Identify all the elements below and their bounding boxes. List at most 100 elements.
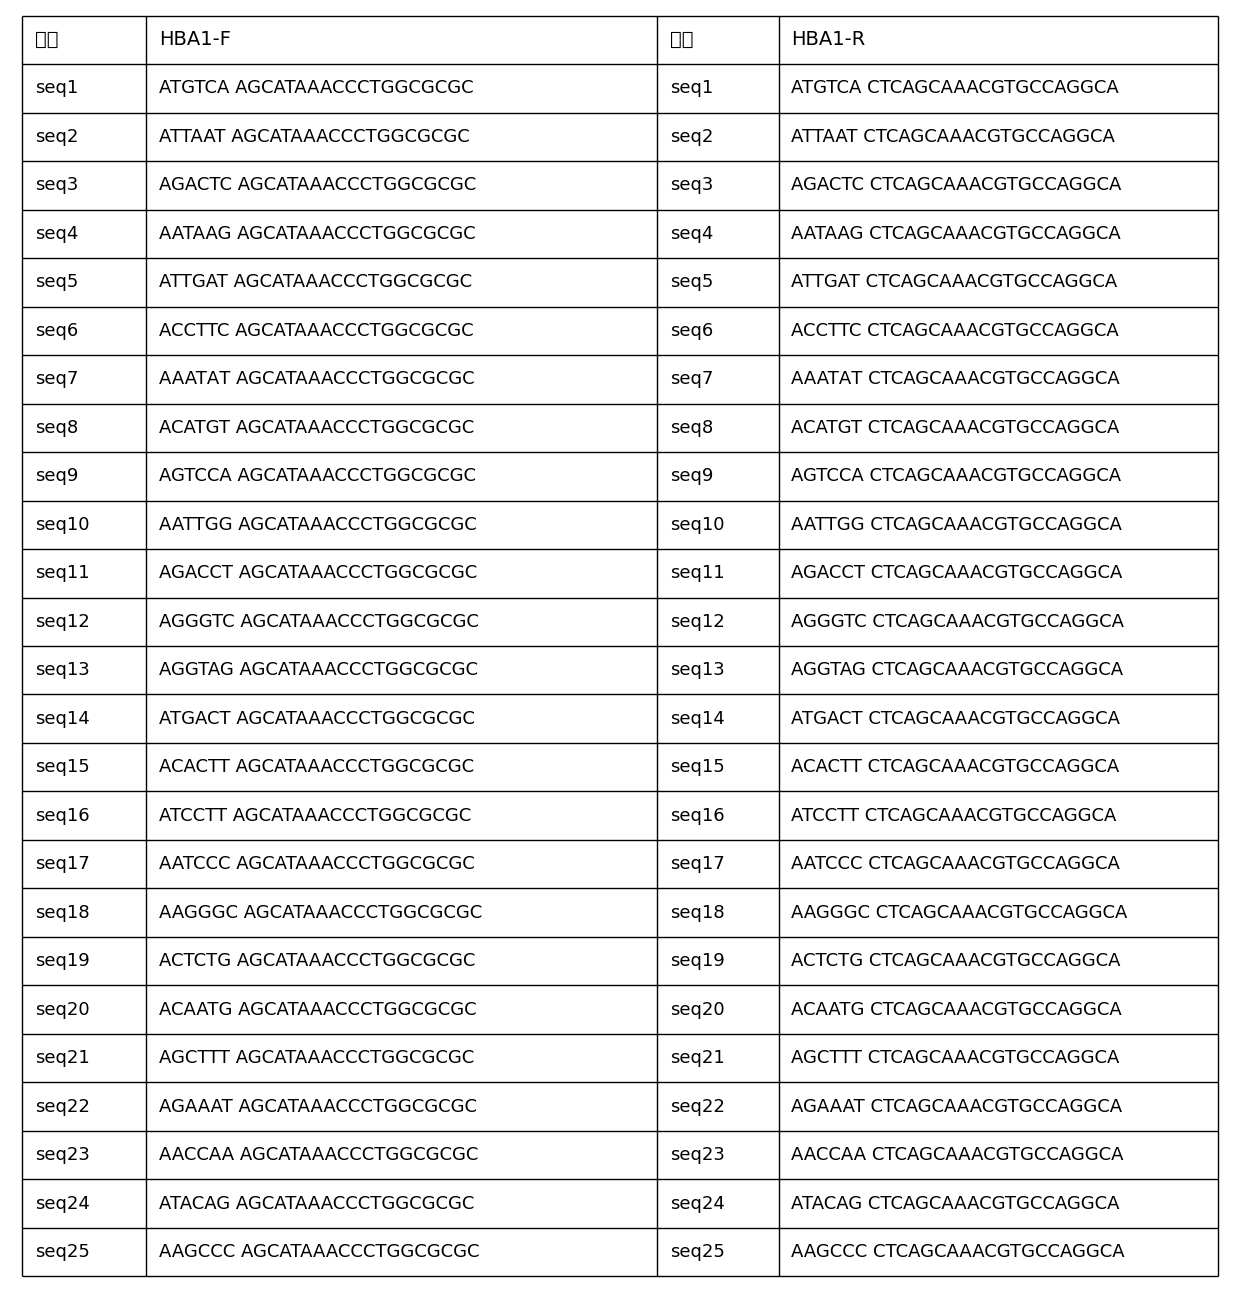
Text: ATACAG AGCATAAACCCTGGCGCGC: ATACAG AGCATAAACCCTGGCGCGC bbox=[159, 1195, 474, 1213]
Text: AAGGGC AGCATAAACCCTGGCGCGC: AAGGGC AGCATAAACCCTGGCGCGC bbox=[159, 903, 482, 921]
Text: ACAATG CTCAGCAAACGTGCCAGGCA: ACAATG CTCAGCAAACGTGCCAGGCA bbox=[791, 1001, 1122, 1019]
Text: 编号: 编号 bbox=[35, 30, 58, 49]
Text: AATAAG AGCATAAACCCTGGCGCGC: AATAAG AGCATAAACCCTGGCGCGC bbox=[159, 225, 475, 243]
Text: seq16: seq16 bbox=[35, 806, 89, 824]
Text: AGGTAG AGCATAAACCCTGGCGCGC: AGGTAG AGCATAAACCCTGGCGCGC bbox=[159, 662, 477, 680]
Text: AAGCCC AGCATAAACCCTGGCGCGC: AAGCCC AGCATAAACCCTGGCGCGC bbox=[159, 1243, 479, 1261]
Text: seq3: seq3 bbox=[35, 176, 78, 194]
Text: seq6: seq6 bbox=[670, 322, 713, 340]
Text: ATGTCA CTCAGCAAACGTGCCAGGCA: ATGTCA CTCAGCAAACGTGCCAGGCA bbox=[791, 79, 1118, 97]
Text: seq1: seq1 bbox=[670, 79, 713, 97]
Text: AAATАТ CTCAGCAAACGTGCCAGGCA: AAATАТ CTCAGCAAACGTGCCAGGCA bbox=[791, 371, 1120, 389]
Text: seq5: seq5 bbox=[35, 273, 78, 291]
Text: ATGTCA AGCATAAACCCTGGCGCGC: ATGTCA AGCATAAACCCTGGCGCGC bbox=[159, 79, 474, 97]
Text: ACTCTG CTCAGCAAACGTGCCAGGCA: ACTCTG CTCAGCAAACGTGCCAGGCA bbox=[791, 952, 1121, 970]
Text: AGGGTC CTCAGCAAACGTGCCAGGCA: AGGGTC CTCAGCAAACGTGCCAGGCA bbox=[791, 612, 1125, 630]
Text: seq4: seq4 bbox=[670, 225, 713, 243]
Text: 编号: 编号 bbox=[670, 30, 693, 49]
Text: seq1: seq1 bbox=[35, 79, 78, 97]
Text: ACTCTG AGCATAAACCCTGGCGCGC: ACTCTG AGCATAAACCCTGGCGCGC bbox=[159, 952, 475, 970]
Text: ACATGT AGCATAAACCCTGGCGCGC: ACATGT AGCATAAACCCTGGCGCGC bbox=[159, 419, 474, 437]
Text: seq19: seq19 bbox=[35, 952, 89, 970]
Text: seq24: seq24 bbox=[35, 1195, 89, 1213]
Text: AGGTAG CTCAGCAAACGTGCCAGGCA: AGGTAG CTCAGCAAACGTGCCAGGCA bbox=[791, 662, 1123, 680]
Text: seq9: seq9 bbox=[670, 468, 713, 486]
Text: AAGGGC CTCAGCAAACGTGCCAGGCA: AAGGGC CTCAGCAAACGTGCCAGGCA bbox=[791, 903, 1127, 921]
Text: seq22: seq22 bbox=[35, 1098, 89, 1116]
Text: seq25: seq25 bbox=[670, 1243, 724, 1261]
Text: seq4: seq4 bbox=[35, 225, 78, 243]
Text: seq21: seq21 bbox=[35, 1049, 89, 1067]
Text: seq13: seq13 bbox=[670, 662, 724, 680]
Text: ACAATG AGCATAAACCCTGGCGCGC: ACAATG AGCATAAACCCTGGCGCGC bbox=[159, 1001, 476, 1019]
Text: seq23: seq23 bbox=[670, 1146, 724, 1164]
Text: AGAAAT CTCAGCAAACGTGCCAGGCA: AGAAAT CTCAGCAAACGTGCCAGGCA bbox=[791, 1098, 1122, 1116]
Text: seq18: seq18 bbox=[35, 903, 89, 921]
Text: seq11: seq11 bbox=[670, 565, 724, 583]
Text: ATGACT AGCATAAACCCTGGCGCGC: ATGACT AGCATAAACCCTGGCGCGC bbox=[159, 709, 475, 727]
Text: ATGACT CTCAGCAAACGTGCCAGGCA: ATGACT CTCAGCAAACGTGCCAGGCA bbox=[791, 709, 1120, 727]
Text: AGACCT CTCAGCAAACGTGCCAGGCA: AGACCT CTCAGCAAACGTGCCAGGCA bbox=[791, 565, 1122, 583]
Text: seq2: seq2 bbox=[35, 128, 78, 146]
Text: AGACTC CTCAGCAAACGTGCCAGGCA: AGACTC CTCAGCAAACGTGCCAGGCA bbox=[791, 176, 1121, 194]
Text: seq17: seq17 bbox=[35, 855, 89, 873]
Text: ATTGAT CTCAGCAAACGTGCCAGGCA: ATTGAT CTCAGCAAACGTGCCAGGCA bbox=[791, 273, 1117, 291]
Text: seq10: seq10 bbox=[670, 516, 724, 534]
Text: AATCCC AGCATAAACCCTGGCGCGC: AATCCC AGCATAAACCCTGGCGCGC bbox=[159, 855, 475, 873]
Text: AATAAG CTCAGCAAACGTGCCAGGCA: AATAAG CTCAGCAAACGTGCCAGGCA bbox=[791, 225, 1121, 243]
Text: seq10: seq10 bbox=[35, 516, 89, 534]
Text: AGTCCA AGCATAAACCCTGGCGCGC: AGTCCA AGCATAAACCCTGGCGCGC bbox=[159, 468, 476, 486]
Text: seq15: seq15 bbox=[670, 758, 724, 776]
Text: seq24: seq24 bbox=[670, 1195, 724, 1213]
Text: ACCTTC CTCAGCAAACGTGCCAGGCA: ACCTTC CTCAGCAAACGTGCCAGGCA bbox=[791, 322, 1118, 340]
Text: seq14: seq14 bbox=[35, 709, 89, 727]
Text: seq18: seq18 bbox=[670, 903, 724, 921]
Text: seq16: seq16 bbox=[670, 806, 724, 824]
Text: HBA1-F: HBA1-F bbox=[159, 30, 231, 49]
Text: seq11: seq11 bbox=[35, 565, 89, 583]
Text: ATACAG CTCAGCAAACGTGCCAGGCA: ATACAG CTCAGCAAACGTGCCAGGCA bbox=[791, 1195, 1120, 1213]
Text: ATTGAT AGCATAAACCCTGGCGCGC: ATTGAT AGCATAAACCCTGGCGCGC bbox=[159, 273, 472, 291]
Text: ACATGT CTCAGCAAACGTGCCAGGCA: ACATGT CTCAGCAAACGTGCCAGGCA bbox=[791, 419, 1120, 437]
Text: seq8: seq8 bbox=[670, 419, 713, 437]
Text: AATTGG CTCAGCAAACGTGCCAGGCA: AATTGG CTCAGCAAACGTGCCAGGCA bbox=[791, 516, 1122, 534]
Text: seq12: seq12 bbox=[35, 612, 89, 630]
Text: ATTAAT CTCAGCAAACGTGCCAGGCA: ATTAAT CTCAGCAAACGTGCCAGGCA bbox=[791, 128, 1115, 146]
Text: ACACTT CTCAGCAAACGTGCCAGGCA: ACACTT CTCAGCAAACGTGCCAGGCA bbox=[791, 758, 1120, 776]
Text: AGAAAT AGCATAAACCCTGGCGCGC: AGAAAT AGCATAAACCCTGGCGCGC bbox=[159, 1098, 476, 1116]
Text: ACCTTC AGCATAAACCCTGGCGCGC: ACCTTC AGCATAAACCCTGGCGCGC bbox=[159, 322, 474, 340]
Text: seq13: seq13 bbox=[35, 662, 89, 680]
Text: seq9: seq9 bbox=[35, 468, 78, 486]
Text: seq20: seq20 bbox=[670, 1001, 724, 1019]
Text: seq25: seq25 bbox=[35, 1243, 89, 1261]
Text: seq15: seq15 bbox=[35, 758, 89, 776]
Text: ACACTT AGCATAAACCCTGGCGCGC: ACACTT AGCATAAACCCTGGCGCGC bbox=[159, 758, 474, 776]
Text: AATTGG AGCATAAACCCTGGCGCGC: AATTGG AGCATAAACCCTGGCGCGC bbox=[159, 516, 476, 534]
Text: seq23: seq23 bbox=[35, 1146, 89, 1164]
Text: seq20: seq20 bbox=[35, 1001, 89, 1019]
Text: seq14: seq14 bbox=[670, 709, 724, 727]
Text: seq7: seq7 bbox=[670, 371, 713, 389]
Text: seq17: seq17 bbox=[670, 855, 724, 873]
Text: HBA1-R: HBA1-R bbox=[791, 30, 866, 49]
Text: seq7: seq7 bbox=[35, 371, 78, 389]
Text: AGCTTT AGCATAAACCCTGGCGCGC: AGCTTT AGCATAAACCCTGGCGCGC bbox=[159, 1049, 474, 1067]
Text: AGGGTC AGCATAAACCCTGGCGCGC: AGGGTC AGCATAAACCCTGGCGCGC bbox=[159, 612, 479, 630]
Text: AAATАТ AGCATAAACCCTGGCGCGC: AAATАТ AGCATAAACCCTGGCGCGC bbox=[159, 371, 475, 389]
Text: AAGCCC CTCAGCAAACGTGCCAGGCA: AAGCCC CTCAGCAAACGTGCCAGGCA bbox=[791, 1243, 1125, 1261]
Text: AACCAA AGCATAAACCCTGGCGCGC: AACCAA AGCATAAACCCTGGCGCGC bbox=[159, 1146, 479, 1164]
Text: ATCCTT CTCAGCAAACGTGCCAGGCA: ATCCTT CTCAGCAAACGTGCCAGGCA bbox=[791, 806, 1116, 824]
Text: seq2: seq2 bbox=[670, 128, 713, 146]
Text: seq3: seq3 bbox=[670, 176, 713, 194]
Text: seq6: seq6 bbox=[35, 322, 78, 340]
Text: seq8: seq8 bbox=[35, 419, 78, 437]
Text: ATTAAT AGCATAAACCCTGGCGCGC: ATTAAT AGCATAAACCCTGGCGCGC bbox=[159, 128, 470, 146]
Text: seq22: seq22 bbox=[670, 1098, 724, 1116]
Text: seq5: seq5 bbox=[670, 273, 713, 291]
Text: AATCCC CTCAGCAAACGTGCCAGGCA: AATCCC CTCAGCAAACGTGCCAGGCA bbox=[791, 855, 1120, 873]
Text: seq21: seq21 bbox=[670, 1049, 724, 1067]
Text: AGCTTT CTCAGCAAACGTGCCAGGCA: AGCTTT CTCAGCAAACGTGCCAGGCA bbox=[791, 1049, 1120, 1067]
Text: AGTCCA CTCAGCAAACGTGCCAGGCA: AGTCCA CTCAGCAAACGTGCCAGGCA bbox=[791, 468, 1121, 486]
Text: seq19: seq19 bbox=[670, 952, 724, 970]
Text: ATCCTT AGCATAAACCCTGGCGCGC: ATCCTT AGCATAAACCCTGGCGCGC bbox=[159, 806, 471, 824]
